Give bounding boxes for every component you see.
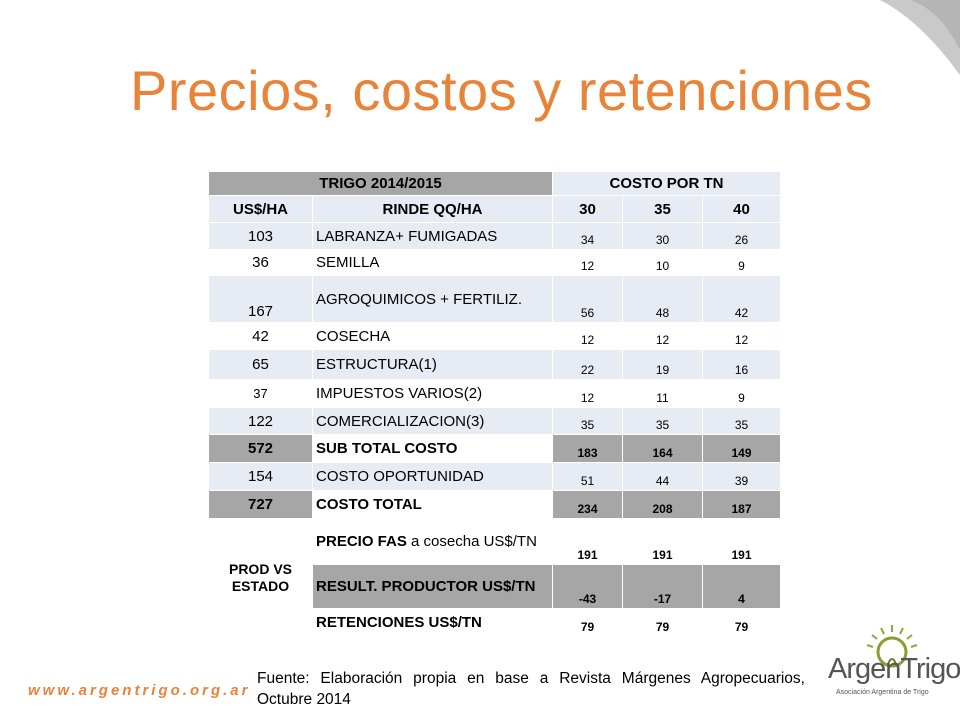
price-30: 191 [552, 518, 623, 565]
concept-label: COSTO TOTAL [312, 490, 553, 519]
concept-label: RESULT. PRODUCTOR US$/TN [312, 564, 553, 609]
concept-label: IMPUESTOS VARIOS(2) [312, 379, 553, 408]
result-35: -17 [622, 564, 703, 609]
cost-40: 187 [702, 490, 781, 519]
table-row: 167 AGROQUIMICOS + FERTILIZ. 56 48 42 [208, 275, 781, 323]
header-yield-40: 40 [702, 195, 781, 223]
cost-40: 149 [702, 434, 781, 463]
cost-35: 12 [622, 322, 703, 350]
concept-bold: RETENCIONES US$/TN [316, 614, 482, 631]
corner-decoration [880, 0, 960, 75]
concept-label: LABRANZA+ FUMIGADAS [312, 222, 553, 250]
cost-30: 12 [552, 379, 623, 408]
ret-35: 79 [622, 608, 703, 637]
cost-35: 208 [622, 490, 703, 519]
cost-40: 9 [702, 379, 781, 408]
result-40: 4 [702, 564, 781, 609]
logo-name: ArgenTrigo [828, 653, 960, 685]
concept-label: PRECIO FAS a cosecha US$/TN [312, 518, 553, 565]
concept-label: SEMILLA [312, 249, 553, 276]
subtotal-row: 572 SUB TOTAL COSTO 183 164 149 [208, 434, 781, 463]
concept-bold: PRECIO FAS [316, 533, 407, 550]
cost-40: 39 [702, 462, 781, 491]
concept-label: COSTO OPORTUNIDAD [312, 462, 553, 491]
table-row: 65 ESTRUCTURA(1) 22 19 16 [208, 349, 781, 380]
header-crop: TRIGO 2014/2015 [208, 171, 553, 196]
price-35: 191 [622, 518, 703, 565]
cost-35: 48 [622, 275, 703, 323]
table-row: 103 LABRANZA+ FUMIGADAS 34 30 26 [208, 222, 781, 250]
header-yield-30: 30 [552, 195, 623, 223]
header-usha: US$/HA [208, 195, 313, 223]
cost-30: 12 [552, 249, 623, 276]
table-row: 37 IMPUESTOS VARIOS(2) 12 11 9 [208, 379, 781, 408]
logo-subtitle: Asociación Argentina de Trigo [836, 689, 929, 696]
prod-row-price: PROD VS ESTADO PRECIO FAS a cosecha US$/… [208, 518, 781, 637]
cost-30: 12 [552, 322, 623, 350]
cost-30: 183 [552, 434, 623, 463]
header-rinde: RINDE QQ/HA [312, 195, 553, 223]
usha-value: 122 [208, 407, 313, 435]
cost-40: 12 [702, 322, 781, 350]
concept-label: ESTRUCTURA(1) [312, 349, 553, 380]
concept-label: RETENCIONES US$/TN [312, 608, 553, 637]
price-40: 191 [702, 518, 781, 565]
prod-row-retenciones: RETENCIONES US$/TN 79 79 79 [209, 608, 781, 637]
table-row: 122 COMERCIALIZACION(3) 35 35 35 [208, 407, 781, 435]
total-row: 727 COSTO TOTAL 234 208 187 [208, 490, 781, 519]
cost-35: 10 [622, 249, 703, 276]
concept-bold: RESULT. PRODUCTOR US$/TN [316, 578, 536, 595]
cost-30: 22 [552, 349, 623, 380]
cost-40: 26 [702, 222, 781, 250]
table-row: 36 SEMILLA 12 10 9 [208, 249, 781, 276]
usha-value: 727 [208, 490, 313, 519]
cost-30: 51 [552, 462, 623, 491]
usha-value: 154 [208, 462, 313, 491]
cost-30: 56 [552, 275, 623, 323]
header-cost-per-tn: COSTO POR TN [552, 171, 781, 196]
usha-value: 42 [208, 322, 313, 350]
cost-40: 16 [702, 349, 781, 380]
usha-value: 37 [208, 379, 313, 408]
cost-35: 19 [622, 349, 703, 380]
cost-35: 35 [622, 407, 703, 435]
argentrigo-logo-icon [866, 625, 918, 668]
result-30: -43 [552, 564, 623, 609]
cost-40: 42 [702, 275, 781, 323]
cost-30: 234 [552, 490, 623, 519]
cost-35: 164 [622, 434, 703, 463]
usha-value: 103 [208, 222, 313, 250]
page-title: Precios, costos y retenciones [130, 59, 873, 122]
cost-30: 34 [552, 222, 623, 250]
concept-rest: a cosecha US$/TN [406, 533, 537, 550]
header-yield-35: 35 [622, 195, 703, 223]
ret-30: 79 [552, 608, 623, 637]
website-link[interactable]: www.argentrigo.org.ar [28, 682, 251, 699]
cost-40: 9 [702, 249, 781, 276]
ret-40: 79 [702, 608, 781, 637]
cost-35: 11 [622, 379, 703, 408]
cost-30: 35 [552, 407, 623, 435]
prod-vs-estado-label: PROD VS ESTADO [208, 518, 313, 637]
costs-table: TRIGO 2014/2015 COSTO POR TN US$/HA RIND… [208, 171, 781, 637]
table-row: 42 COSECHA 12 12 12 [208, 322, 781, 350]
prod-row-result: RESULT. PRODUCTOR US$/TN -43 -17 4 [209, 564, 781, 609]
concept-label: SUB TOTAL COSTO [312, 434, 553, 463]
concept-label: AGROQUIMICOS + FERTILIZ. [312, 275, 553, 323]
cost-40: 35 [702, 407, 781, 435]
usha-value: 36 [208, 249, 313, 276]
cost-35: 30 [622, 222, 703, 250]
usha-value: 167 [208, 275, 313, 323]
usha-value: 65 [208, 349, 313, 380]
table-row: 154 COSTO OPORTUNIDAD 51 44 39 [208, 462, 781, 491]
cost-35: 44 [622, 462, 703, 491]
concept-label: COSECHA [312, 322, 553, 350]
usha-value: 572 [208, 434, 313, 463]
source-note: Fuente: Elaboración propia en base a Rev… [257, 670, 805, 708]
concept-label: COMERCIALIZACION(3) [312, 407, 553, 435]
